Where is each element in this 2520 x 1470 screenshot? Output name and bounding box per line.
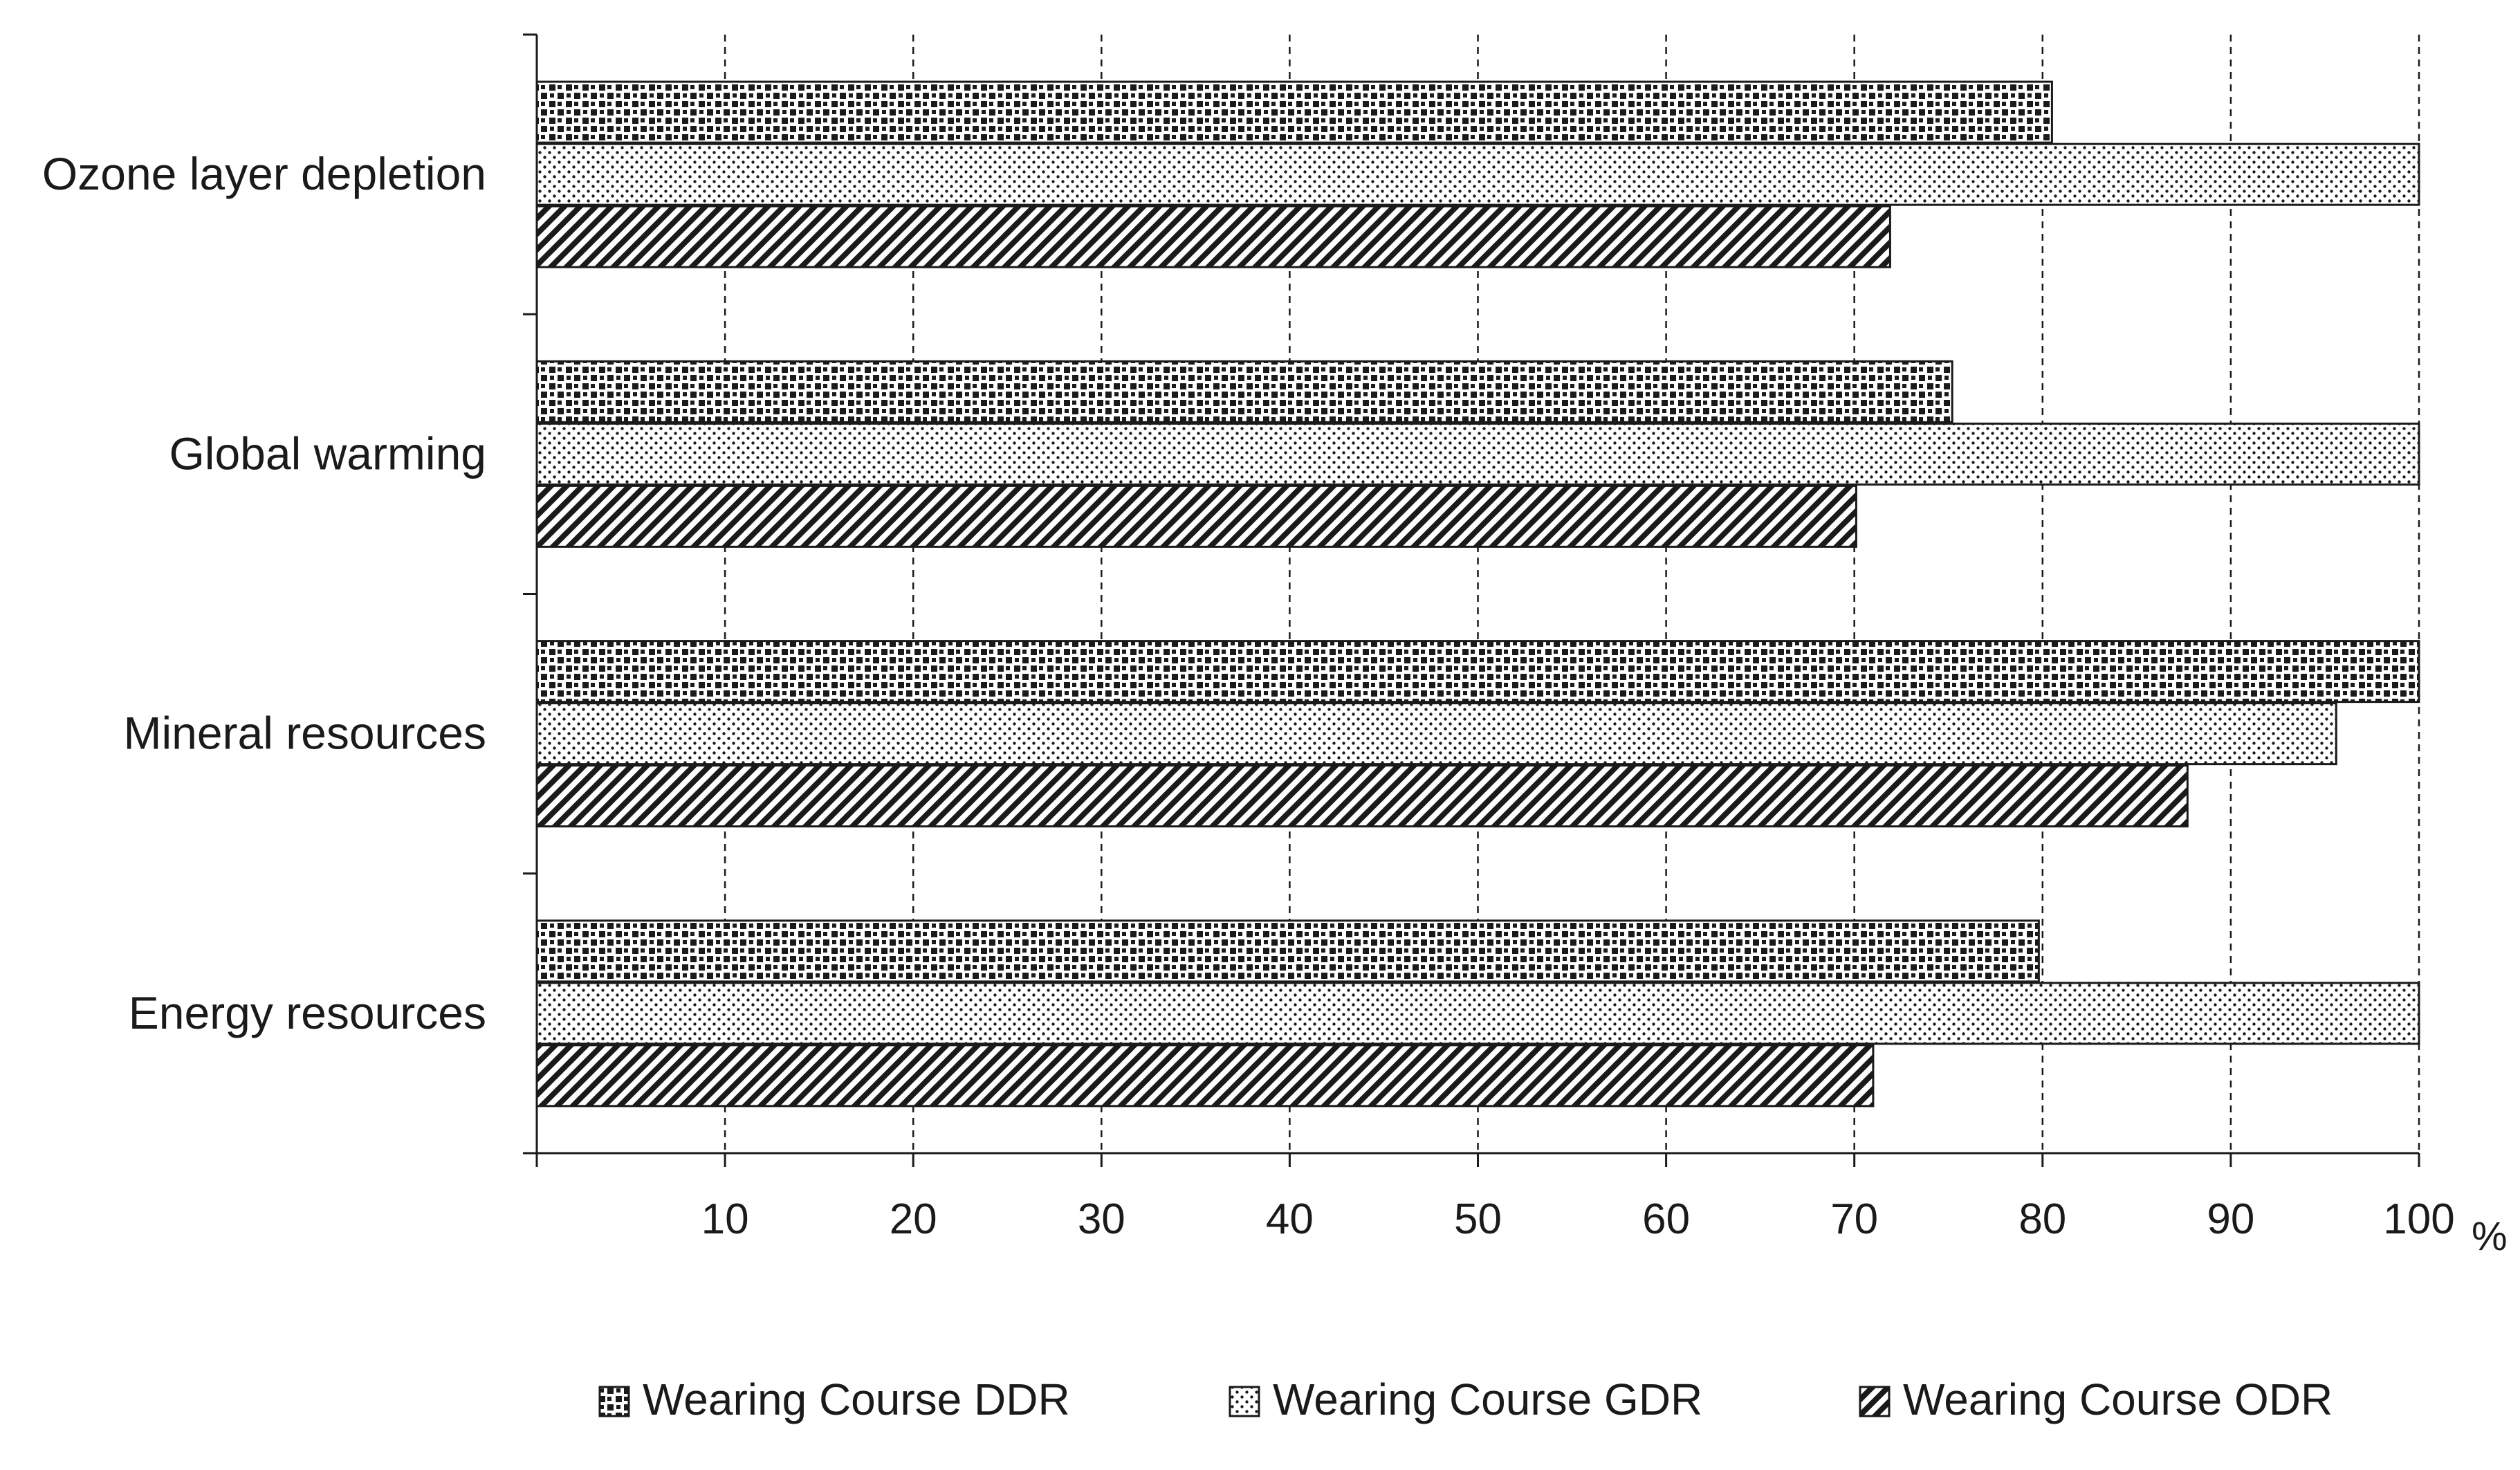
x-tick-label-80: 80 — [2018, 1195, 2066, 1243]
category-label-ozone-layer-depletion: Ozone layer depletion — [42, 148, 486, 199]
x-tick-label-60: 60 — [1642, 1195, 1690, 1243]
x-tick-label-10: 10 — [701, 1195, 749, 1243]
axis-labels: Ozone layer depletion Global warming Miner… — [42, 148, 2508, 1259]
legend-swatch-wearing-course-ddr — [598, 1386, 630, 1417]
x-tick-label-30: 30 — [1078, 1195, 1125, 1243]
category-label-mineral-resources: Mineral resources — [123, 708, 486, 759]
bar-global-warming-wearing-course-gdr — [535, 422, 2420, 486]
legend-swatch-wearing-course-odr — [1859, 1386, 1891, 1417]
bar-ozone-layer-depletion-wearing-course-odr — [535, 205, 1891, 268]
category-label-global-warming: Global warming — [169, 428, 486, 479]
category-label-energy-resources: Energy resources — [129, 987, 486, 1038]
bar-ozone-layer-depletion-wearing-course-ddr — [535, 80, 2053, 144]
bar-ozone-layer-depletion-wearing-course-gdr — [535, 143, 2420, 206]
legend-item-wearing-course-odr: Wearing Course ODR — [1859, 1375, 2333, 1424]
axes — [523, 33, 2420, 1167]
x-tick-label-50: 50 — [1454, 1195, 1502, 1243]
x-tick-label-90: 90 — [2207, 1195, 2254, 1243]
bar-energy-resources-wearing-course-ddr — [535, 919, 2040, 983]
legend-label-wearing-course-gdr: Wearing Course GDR — [1273, 1375, 1702, 1424]
bar-series — [535, 80, 2420, 1108]
x-tick-label-20: 20 — [890, 1195, 937, 1243]
bar-mineral-resources-wearing-course-odr — [535, 764, 2189, 828]
legend-item-wearing-course-gdr: Wearing Course GDR — [1229, 1375, 1702, 1424]
legend-label-wearing-course-ddr: Wearing Course DDR — [643, 1375, 1070, 1424]
bar-energy-resources-wearing-course-odr — [535, 1044, 1875, 1108]
bar-mineral-resources-wearing-course-ddr — [535, 640, 2420, 704]
bar-global-warming-wearing-course-odr — [535, 484, 1857, 548]
x-axis-unit: % — [2472, 1214, 2508, 1259]
legend-item-wearing-course-ddr: Wearing Course DDR — [598, 1375, 1070, 1424]
x-tick-label-40: 40 — [1266, 1195, 1314, 1243]
bar-energy-resources-wearing-course-gdr — [535, 982, 2420, 1045]
legend-swatch-wearing-course-gdr — [1229, 1386, 1260, 1417]
x-tick-label-100: 100 — [2383, 1195, 2454, 1243]
bar-global-warming-wearing-course-ddr — [535, 360, 1953, 423]
x-tick-label-70: 70 — [1830, 1195, 1878, 1243]
legend-label-wearing-course-odr: Wearing Course ODR — [1903, 1375, 2333, 1424]
legend: Wearing Course DDR Wearing Course GDR Wear… — [598, 1375, 2333, 1424]
bar-mineral-resources-wearing-course-gdr — [535, 702, 2337, 766]
